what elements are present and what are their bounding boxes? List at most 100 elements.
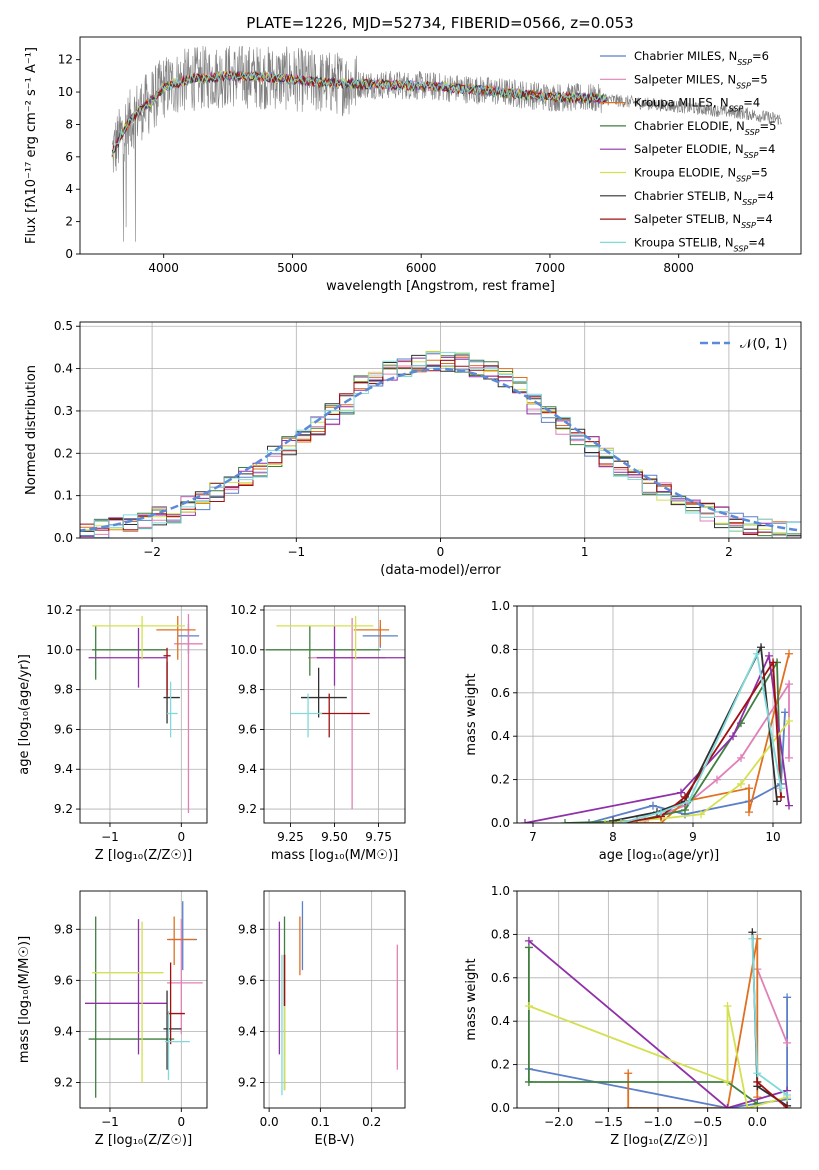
spectrum-model-line-7 [111, 70, 607, 157]
weight-marker-4-2 [729, 732, 737, 741]
weight-line-1 [756, 968, 788, 1044]
x-axis-label: Z [log₁₀(Z/Z☉)] [95, 1133, 192, 1148]
weight-marker-5-2 [697, 810, 705, 819]
y-tick-label: 6 [65, 150, 73, 164]
errorbar-3 [92, 625, 168, 680]
x-tick-label: 9.25 [277, 830, 304, 844]
legend-entry-0: Chabrier MILES, NSSP=6 [634, 49, 769, 67]
weight-marker-4-4 [785, 801, 793, 810]
legend-entry-7: Salpeter STELIB, NSSP=4 [634, 212, 773, 230]
y-tick-label: 0.6 [491, 686, 510, 700]
age-vs-mass-plot-area [265, 615, 405, 810]
reference-legend-label: 𝒩(0, 1) [740, 337, 787, 352]
weight-vs-age-plot-area [521, 643, 793, 823]
y-tick-label: 0.8 [491, 642, 510, 656]
errorbar-2 [353, 619, 390, 646]
legend-entry-4: Salpeter ELODIE, NSSP=4 [634, 142, 775, 160]
spectrum-frame [79, 36, 802, 255]
weight-marker-1-2 [713, 775, 721, 784]
y-tick-label: 0.3 [54, 404, 73, 418]
y-tick-label: 9.4 [238, 762, 257, 776]
weight-line-4 [528, 940, 788, 1108]
errorbar-8 [290, 693, 323, 738]
weight-marker-5-3 [737, 779, 745, 788]
x-tick-label: 9.75 [365, 830, 392, 844]
weight-marker-2-0 [624, 1069, 633, 1078]
y-tick-label: 0.2 [491, 773, 510, 787]
residual-histogram-axes: −2 −1 0 1 2 0.0 0.1 0.2 0.3 0.4 0.5 (data-model)/er… [24, 319, 801, 578]
y-tick-label: 0.5 [54, 319, 73, 333]
x-tick-label: 2 [725, 545, 733, 559]
weight-marker-5-1 [723, 1077, 732, 1086]
figure-title: PLATE=1226, MJD=52734, FIBERID=0566, z=0… [246, 14, 633, 32]
y-tick-label: 1.0 [491, 884, 510, 898]
errorbar-3 [88, 916, 175, 1098]
y-tick-label: 9.4 [54, 762, 73, 776]
y-tick-label: 10 [58, 85, 73, 99]
weight-marker-5-2 [723, 1002, 732, 1011]
age-vs-Z-axes: −1 0 9.2 9.4 9.6 9.8 10.0 10.2 Z [log₁₀(Z/Z☉)] ag… [17, 603, 207, 863]
residual-histogram-plot-area [80, 350, 801, 538]
x-tick-label: 9.50 [321, 830, 348, 844]
x-tick-label: −1 [101, 1115, 119, 1129]
errorbar-8 [164, 1010, 190, 1080]
weight-marker-4-1 [677, 788, 685, 797]
x-axis-label: wavelength [Angstrom, rest frame] [326, 279, 555, 294]
x-tick-label: 6000 [406, 261, 437, 275]
x-axis-label: Z [log₁₀(Z/Z☉)] [610, 1133, 707, 1148]
weight-marker-5-4 [785, 717, 793, 726]
errorbar-7 [320, 693, 370, 738]
x-tick-label: 10 [765, 830, 780, 844]
errorbar-4 [84, 919, 168, 1055]
weight-marker-3-0 [561, 819, 569, 823]
y-tick-label: 9.2 [54, 802, 73, 816]
y-tick-label: 0.0 [491, 1101, 510, 1115]
weight-marker-6-3 [757, 643, 765, 652]
x-tick-label: 0 [177, 830, 185, 844]
y-tick-label: 9.6 [238, 722, 257, 736]
y-tick-label: 10.0 [46, 643, 73, 657]
errorbar-2 [167, 916, 196, 966]
x-tick-label: 9 [689, 830, 697, 844]
x-tick-label: 4000 [148, 261, 179, 275]
weight-marker-1-3 [737, 753, 745, 762]
y-axis-label: mass [log₁₀(M/M☉)] [17, 936, 32, 1063]
weight-line-3 [528, 947, 758, 1105]
x-tick-label: 7000 [535, 261, 566, 275]
x-axis-label: (data-model)/error [380, 563, 501, 578]
y-axis-label: Flux [fλ10⁻¹⁷ erg cm⁻² s⁻¹ A⁻¹] [24, 47, 39, 244]
normal-reference-curve [80, 367, 801, 532]
x-tick-label: −1 [101, 830, 119, 844]
x-tick-label: −1.0 [643, 1115, 672, 1129]
x-tick-label: 8 [609, 830, 617, 844]
y-tick-label: 0.1 [54, 489, 73, 503]
weight-marker-7-1 [783, 1104, 792, 1108]
x-tick-label: −1 [287, 545, 305, 559]
legend-entry-6: Chabrier STELIB, NSSP=4 [634, 189, 774, 207]
x-tick-label: 5000 [277, 261, 308, 275]
weight-marker-5-0 [601, 819, 609, 823]
x-axis-label: mass [log₁₀(M/M☉)] [271, 848, 398, 863]
y-axis-label: Normed distribution [24, 365, 39, 495]
errorbar-4 [88, 627, 168, 688]
weight-vs-Z-plot-area [524, 928, 792, 1108]
legend-entry-8: Kroupa STELIB, NSSP=4 [634, 235, 765, 253]
y-tick-label: 0.2 [54, 446, 73, 460]
weight-marker-8-1 [657, 808, 665, 817]
weight-marker-4-3 [765, 651, 773, 660]
y-tick-label: 8 [65, 117, 73, 131]
histogram-step-8 [80, 351, 801, 538]
x-tick-label: 0.0 [748, 1115, 767, 1129]
y-tick-label: 9.2 [54, 1075, 73, 1089]
x-tick-label: 0 [177, 1115, 185, 1129]
x-tick-label: 0.0 [260, 1115, 279, 1129]
weight-marker-2-5 [785, 649, 793, 658]
x-axis-label: age [log₁₀(age/yr)] [599, 848, 720, 863]
errorbar-6 [163, 990, 182, 1070]
x-tick-label: −2.0 [544, 1115, 573, 1129]
x-tick-label: 0.2 [362, 1115, 381, 1129]
weight-marker-2-3 [745, 784, 753, 793]
residual-histogram-frame [79, 321, 802, 539]
weight-marker-1-5 [785, 753, 793, 762]
weight-marker-7-4 [777, 792, 785, 801]
